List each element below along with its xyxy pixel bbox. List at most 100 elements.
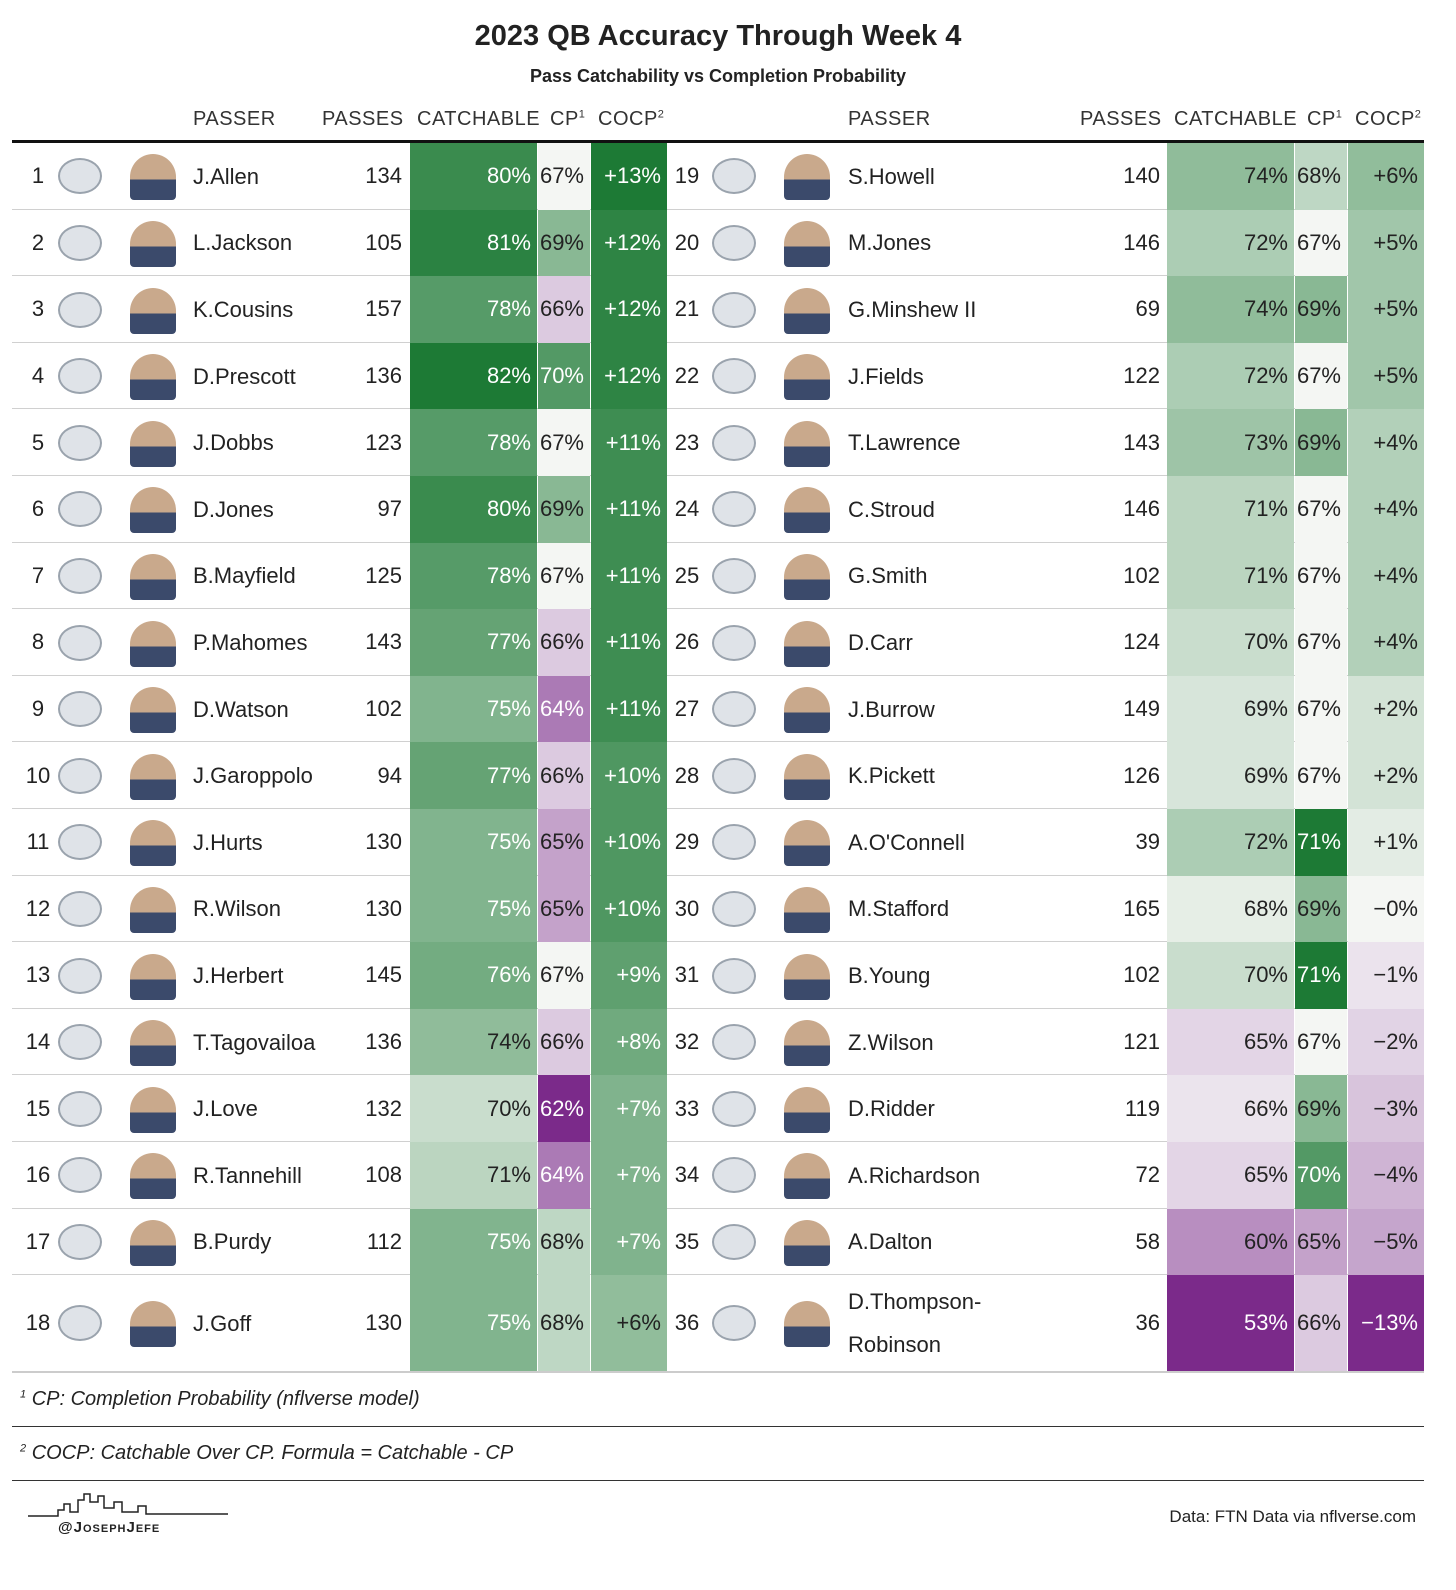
header-text: CP xyxy=(1307,108,1336,130)
passes: 126 xyxy=(1123,762,1160,788)
catchable-cell: 66% xyxy=(1167,1075,1294,1142)
cp-cell: 66% xyxy=(538,609,590,676)
headshot xyxy=(130,154,176,201)
rank: 5 xyxy=(31,429,45,455)
row-rule xyxy=(12,674,1424,676)
passes: 136 xyxy=(365,363,402,389)
team-logo xyxy=(712,957,756,994)
passes: 136 xyxy=(365,1029,402,1055)
cp-cell: 67% xyxy=(538,942,590,1009)
team-logo xyxy=(58,291,102,328)
passer-name: M.Stafford xyxy=(848,896,950,922)
team-logo xyxy=(712,890,756,927)
column-header: COCP2 xyxy=(598,108,664,131)
passer-name: J.Goff xyxy=(193,1310,252,1336)
catchable-cell: 76% xyxy=(410,942,537,1009)
column-header: CP1 xyxy=(1307,108,1342,131)
catchable-cell: 70% xyxy=(1167,609,1294,676)
column-header: COCP2 xyxy=(1355,108,1421,131)
team-logo xyxy=(58,224,102,261)
passer-name: R.Wilson xyxy=(193,896,282,922)
cocp-cell: +5% xyxy=(1348,276,1424,343)
cp-cell: 65% xyxy=(538,875,590,943)
cocp-cell: +11% xyxy=(591,542,667,610)
cp-cell: 69% xyxy=(1295,276,1347,343)
rank: 15 xyxy=(25,1095,51,1121)
source: Data: FTN Data via nflverse.com xyxy=(1169,1507,1416,1526)
rank: 9 xyxy=(31,696,45,722)
cocp-cell: −1% xyxy=(1348,942,1424,1009)
passes: 143 xyxy=(365,629,402,655)
headshot xyxy=(130,1020,176,1067)
team-logo xyxy=(58,557,102,594)
passes: 102 xyxy=(365,696,402,722)
cocp-cell: +8% xyxy=(591,1008,667,1076)
catchable-cell: 69% xyxy=(1167,742,1294,809)
passer-name: G.Smith xyxy=(848,563,928,589)
catchable-cell: 74% xyxy=(1167,276,1294,343)
cocp-cell: +12% xyxy=(591,342,667,410)
headshot xyxy=(784,1086,830,1133)
passer-name: R.Tannehill xyxy=(193,1162,302,1188)
passer-name: J.Allen xyxy=(193,163,260,189)
headshot xyxy=(784,420,830,467)
cocp-cell: +5% xyxy=(1348,209,1424,277)
team-logo xyxy=(712,824,756,861)
team-logo xyxy=(712,358,756,395)
catchable-cell: 71% xyxy=(1167,542,1294,610)
column-header: PASSER xyxy=(848,108,931,130)
cocp-cell: +7% xyxy=(591,1142,667,1209)
catchable-cell: 65% xyxy=(1167,1008,1294,1076)
cocp-cell: +6% xyxy=(1348,143,1424,210)
rank: 22 xyxy=(674,363,700,389)
passer-name: M.Jones xyxy=(848,230,932,256)
team-logo xyxy=(58,424,102,461)
passer-name: D.Jones xyxy=(193,496,274,522)
headshot xyxy=(130,620,176,667)
passes: 119 xyxy=(1124,1095,1160,1121)
cp-cell: 67% xyxy=(1295,476,1347,543)
footnote-text: CP: Completion Probability (nflverse mod… xyxy=(31,1388,420,1410)
title: 2023 QB Accuracy Through Week 4 xyxy=(474,20,962,52)
cocp-cell: +4% xyxy=(1348,542,1424,610)
passes: 132 xyxy=(365,1095,402,1121)
passes: 145 xyxy=(365,962,402,988)
cp-cell: 67% xyxy=(1295,742,1347,809)
passes: 105 xyxy=(365,229,402,255)
cocp-cell: +4% xyxy=(1348,609,1424,676)
cocp-cell: +7% xyxy=(591,1208,667,1276)
passer-name: A.O'Connell xyxy=(848,829,965,855)
row-rule xyxy=(12,475,1424,476)
catchable-cell: 81% xyxy=(410,209,537,277)
passer-name: J.Dobbs xyxy=(193,430,274,456)
passer-name: K.Pickett xyxy=(848,763,935,789)
passer-name: J.Love xyxy=(193,1096,258,1122)
rank: 23 xyxy=(674,429,700,455)
cp-cell: 66% xyxy=(538,276,590,343)
rank: 29 xyxy=(674,829,700,855)
catchable-cell: 80% xyxy=(410,476,537,543)
headshot xyxy=(130,1219,176,1266)
rank: 2 xyxy=(31,229,45,255)
header-text: COCP xyxy=(598,108,658,130)
column-header: PASSES xyxy=(322,108,404,130)
cp-cell: 69% xyxy=(1295,1075,1347,1142)
row-rule xyxy=(12,341,1424,343)
passes: 102 xyxy=(1123,562,1160,588)
header-note: 1 xyxy=(1335,108,1343,121)
header-note: 2 xyxy=(1414,108,1422,121)
passer-name: T.Tagovailoa xyxy=(193,1029,316,1055)
column-header: PASSES xyxy=(1080,108,1162,130)
column-header: CP1 xyxy=(550,108,585,131)
rank: 10 xyxy=(25,762,51,788)
passes: 125 xyxy=(365,562,402,588)
catchable-cell: 78% xyxy=(410,409,537,476)
team-logo xyxy=(712,557,756,594)
team-logo xyxy=(58,691,102,728)
cocp-cell: −13% xyxy=(1348,1275,1424,1371)
headshot xyxy=(784,820,830,867)
passes: 146 xyxy=(1123,496,1160,522)
headshot xyxy=(130,287,176,334)
cocp-cell: +5% xyxy=(1348,342,1424,410)
